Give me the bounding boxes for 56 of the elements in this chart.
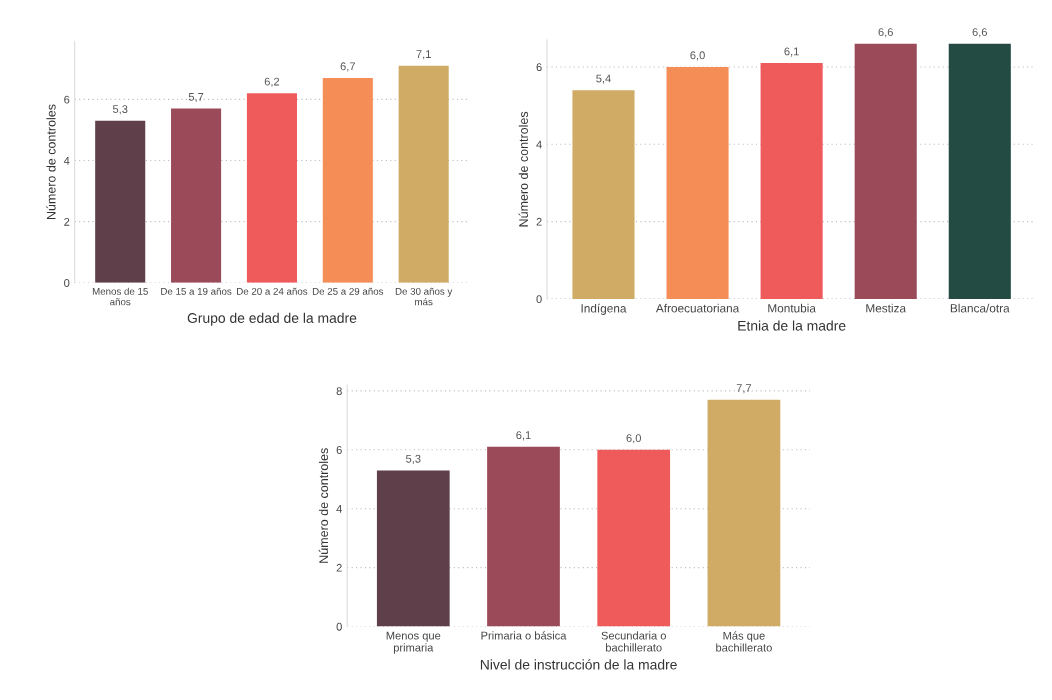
data-label: 5,7 xyxy=(188,93,204,103)
data-label: 5,3 xyxy=(112,105,128,115)
bar xyxy=(398,65,449,283)
x-tick-label: Blanca/otra xyxy=(950,303,1010,313)
y-tick-label: 4 xyxy=(63,156,70,165)
y-tick-label: 6 xyxy=(536,63,542,72)
y-tick-label: 6 xyxy=(64,95,70,104)
bar xyxy=(487,446,560,627)
y-tick-label: 2 xyxy=(64,217,70,226)
y-tick-label: 8 xyxy=(336,387,342,396)
x-tick-label: Menos de 15 años xyxy=(92,287,148,306)
x-axis-title: Nivel de instrucción de la madre xyxy=(480,659,677,670)
data-label: 6,6 xyxy=(878,28,893,38)
x-tick-label: Afroecuatoriana xyxy=(655,303,740,313)
bar xyxy=(95,120,146,283)
x-tick-label: Menos que primaria xyxy=(386,631,441,654)
x-axis-title: Grupo de edad de la madre xyxy=(187,312,357,326)
data-label: 6,1 xyxy=(784,47,799,57)
x-tick-label: Más que bachillerato xyxy=(716,631,772,652)
y-tick-label: 0 xyxy=(64,279,70,287)
y-tick-label: 4 xyxy=(336,505,342,513)
y-axis-title: Número de controles xyxy=(318,448,329,563)
data-label: 6,6 xyxy=(972,28,988,38)
data-label: 6,0 xyxy=(626,434,641,444)
data-label: 5,3 xyxy=(406,454,421,464)
bar xyxy=(707,399,781,627)
data-label: 7,7 xyxy=(736,384,752,394)
data-label: 5,4 xyxy=(596,74,611,84)
x-tick-label: De 30 años y más xyxy=(395,287,453,306)
bar xyxy=(246,93,297,283)
x-axis-title: Etnia de la madre xyxy=(738,320,846,331)
x-tick-label: De 25 a 29 años xyxy=(312,287,384,295)
bar xyxy=(171,108,222,283)
y-tick-label: 4 xyxy=(536,140,542,149)
x-tick-label: Montubia xyxy=(768,303,816,313)
bar xyxy=(322,77,373,283)
y-axis-title: Número de controles xyxy=(46,104,56,220)
data-label: 7,1 xyxy=(416,50,431,60)
x-tick-label: Secundaria o bachillerato xyxy=(601,631,666,652)
x-tick-label: Primaria o básica xyxy=(481,631,567,640)
bar xyxy=(597,449,671,627)
data-label: 6,0 xyxy=(690,51,705,61)
x-tick-label: De 20 a 24 años xyxy=(237,287,308,295)
y-tick-label: 0 xyxy=(536,295,542,304)
data-label: 6,2 xyxy=(264,77,280,87)
data-label: 6,1 xyxy=(516,431,531,441)
x-tick-label: Indígena xyxy=(581,303,627,315)
y-tick-label: 0 xyxy=(336,622,342,631)
y-tick-label: 2 xyxy=(536,217,542,226)
x-tick-label: Mestiza xyxy=(866,303,907,313)
y-tick-label: 2 xyxy=(336,563,342,572)
y-tick-label: 6 xyxy=(336,446,342,454)
data-label: 6,7 xyxy=(340,62,355,72)
x-tick-label: De 15 a 19 años xyxy=(161,287,232,295)
bar xyxy=(376,470,450,627)
y-axis-title: Número de controles xyxy=(518,111,528,227)
